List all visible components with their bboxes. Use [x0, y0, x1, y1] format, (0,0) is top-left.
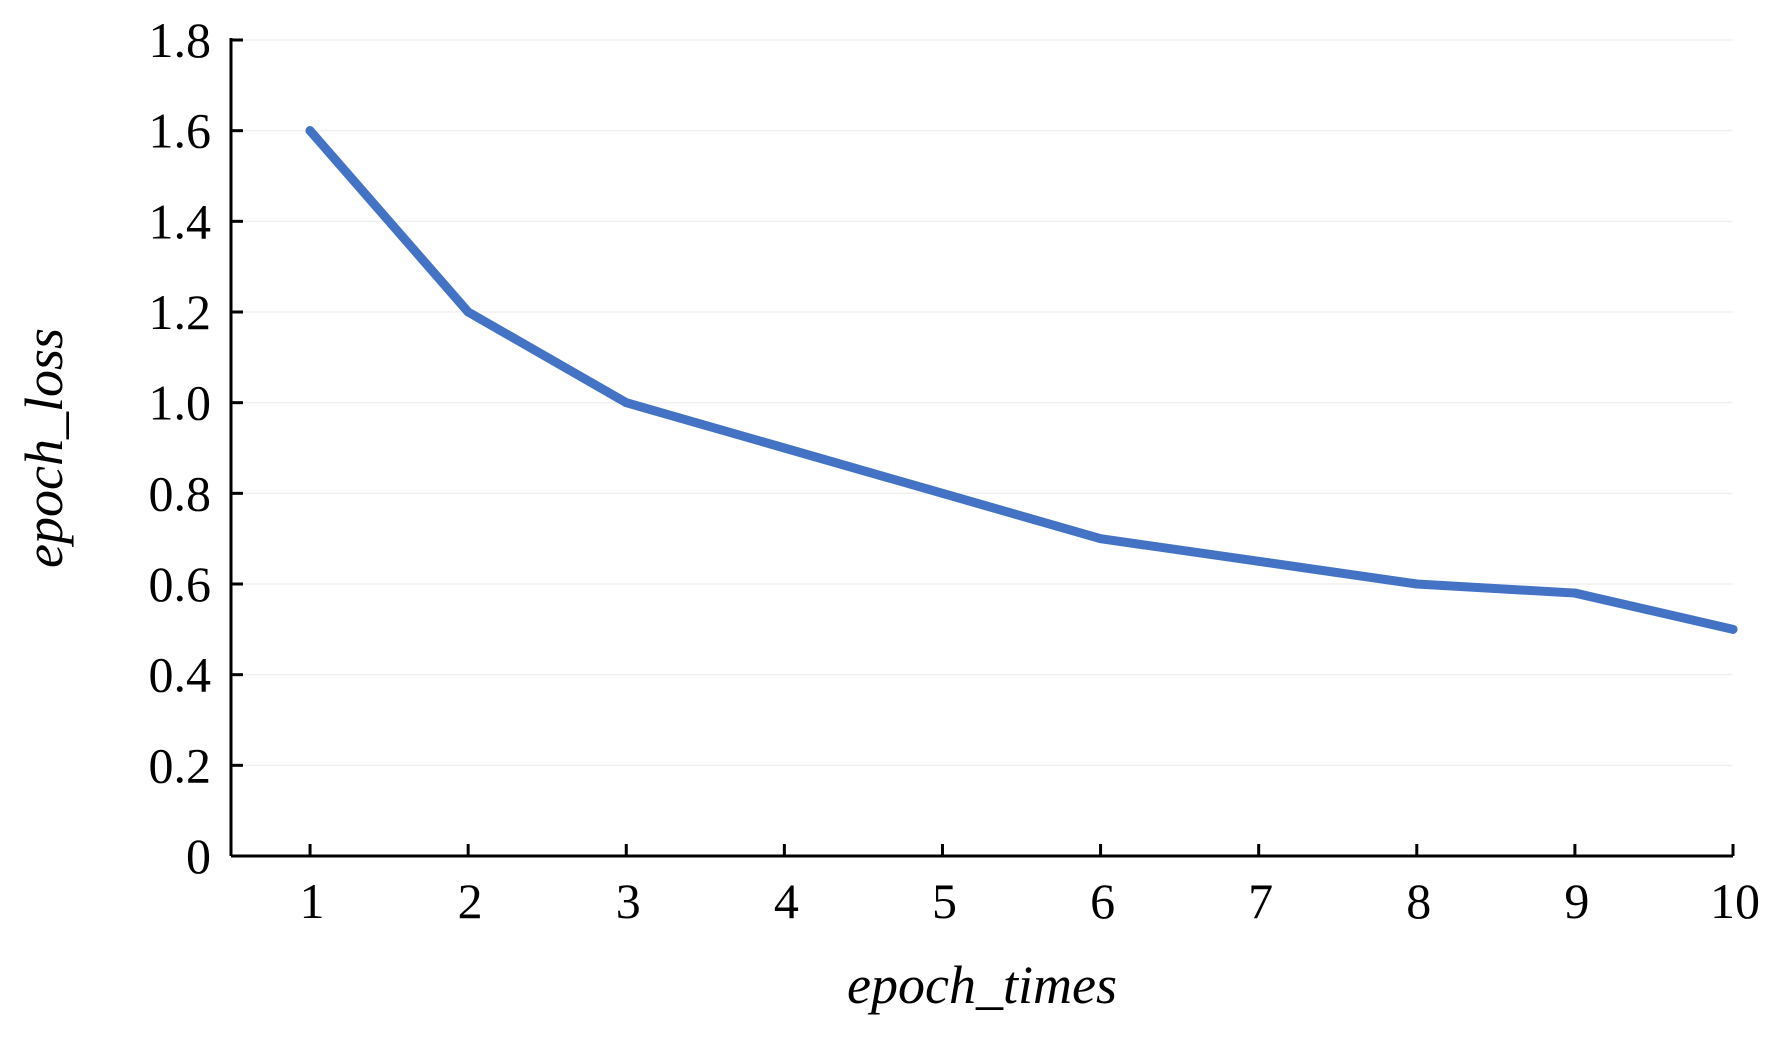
x-tick-label: 7: [1248, 873, 1273, 929]
y-tick-label: 0: [186, 828, 211, 884]
y-tick-label: 0.6: [149, 556, 212, 612]
x-axis-title: epoch_times: [847, 955, 1117, 1015]
series-line: [305, 126, 1738, 634]
x-tick-label: 2: [458, 873, 483, 929]
data-point: [1570, 588, 1580, 598]
y-tick-label: 1.4: [149, 193, 212, 249]
data-point: [937, 488, 947, 498]
data-point: [779, 443, 789, 453]
y-tick-label: 0.8: [149, 465, 212, 521]
y-tick-label: 0.2: [149, 737, 212, 793]
y-tick-label: 1.6: [149, 103, 212, 159]
x-tick-label: 5: [932, 873, 957, 929]
data-point: [305, 126, 315, 136]
x-tick-label: 8: [1406, 873, 1431, 929]
data-point: [1412, 579, 1422, 589]
grid-lines: [231, 39, 1733, 767]
x-tick-label: 6: [1090, 873, 1115, 929]
series: [305, 126, 1738, 634]
y-ticks: 0 0.2 0.4 0.6 0.8 1.0 1.2 1.4 1.6 1.8: [149, 12, 243, 884]
x-tick-label: 3: [616, 873, 641, 929]
x-tick-label: 1: [300, 873, 325, 929]
y-tick-label: 1.0: [149, 375, 212, 431]
x-ticks: 1 2 3 4 5 6 7 8 9 10: [300, 844, 1760, 929]
y-tick-label: 1.2: [149, 284, 212, 340]
x-tick-label: 4: [774, 873, 799, 929]
y-axis-title: epoch_loss: [14, 328, 74, 568]
data-point: [621, 398, 631, 408]
data-point: [1728, 624, 1738, 634]
axes: [229, 38, 1733, 858]
data-point: [1096, 534, 1106, 544]
data-point: [1254, 556, 1264, 566]
x-tick-label: 9: [1564, 873, 1589, 929]
data-point: [463, 307, 473, 317]
y-tick-label: 0.4: [149, 647, 212, 703]
y-tick-label: 1.8: [149, 12, 212, 68]
x-tick-label: 10: [1710, 873, 1760, 929]
